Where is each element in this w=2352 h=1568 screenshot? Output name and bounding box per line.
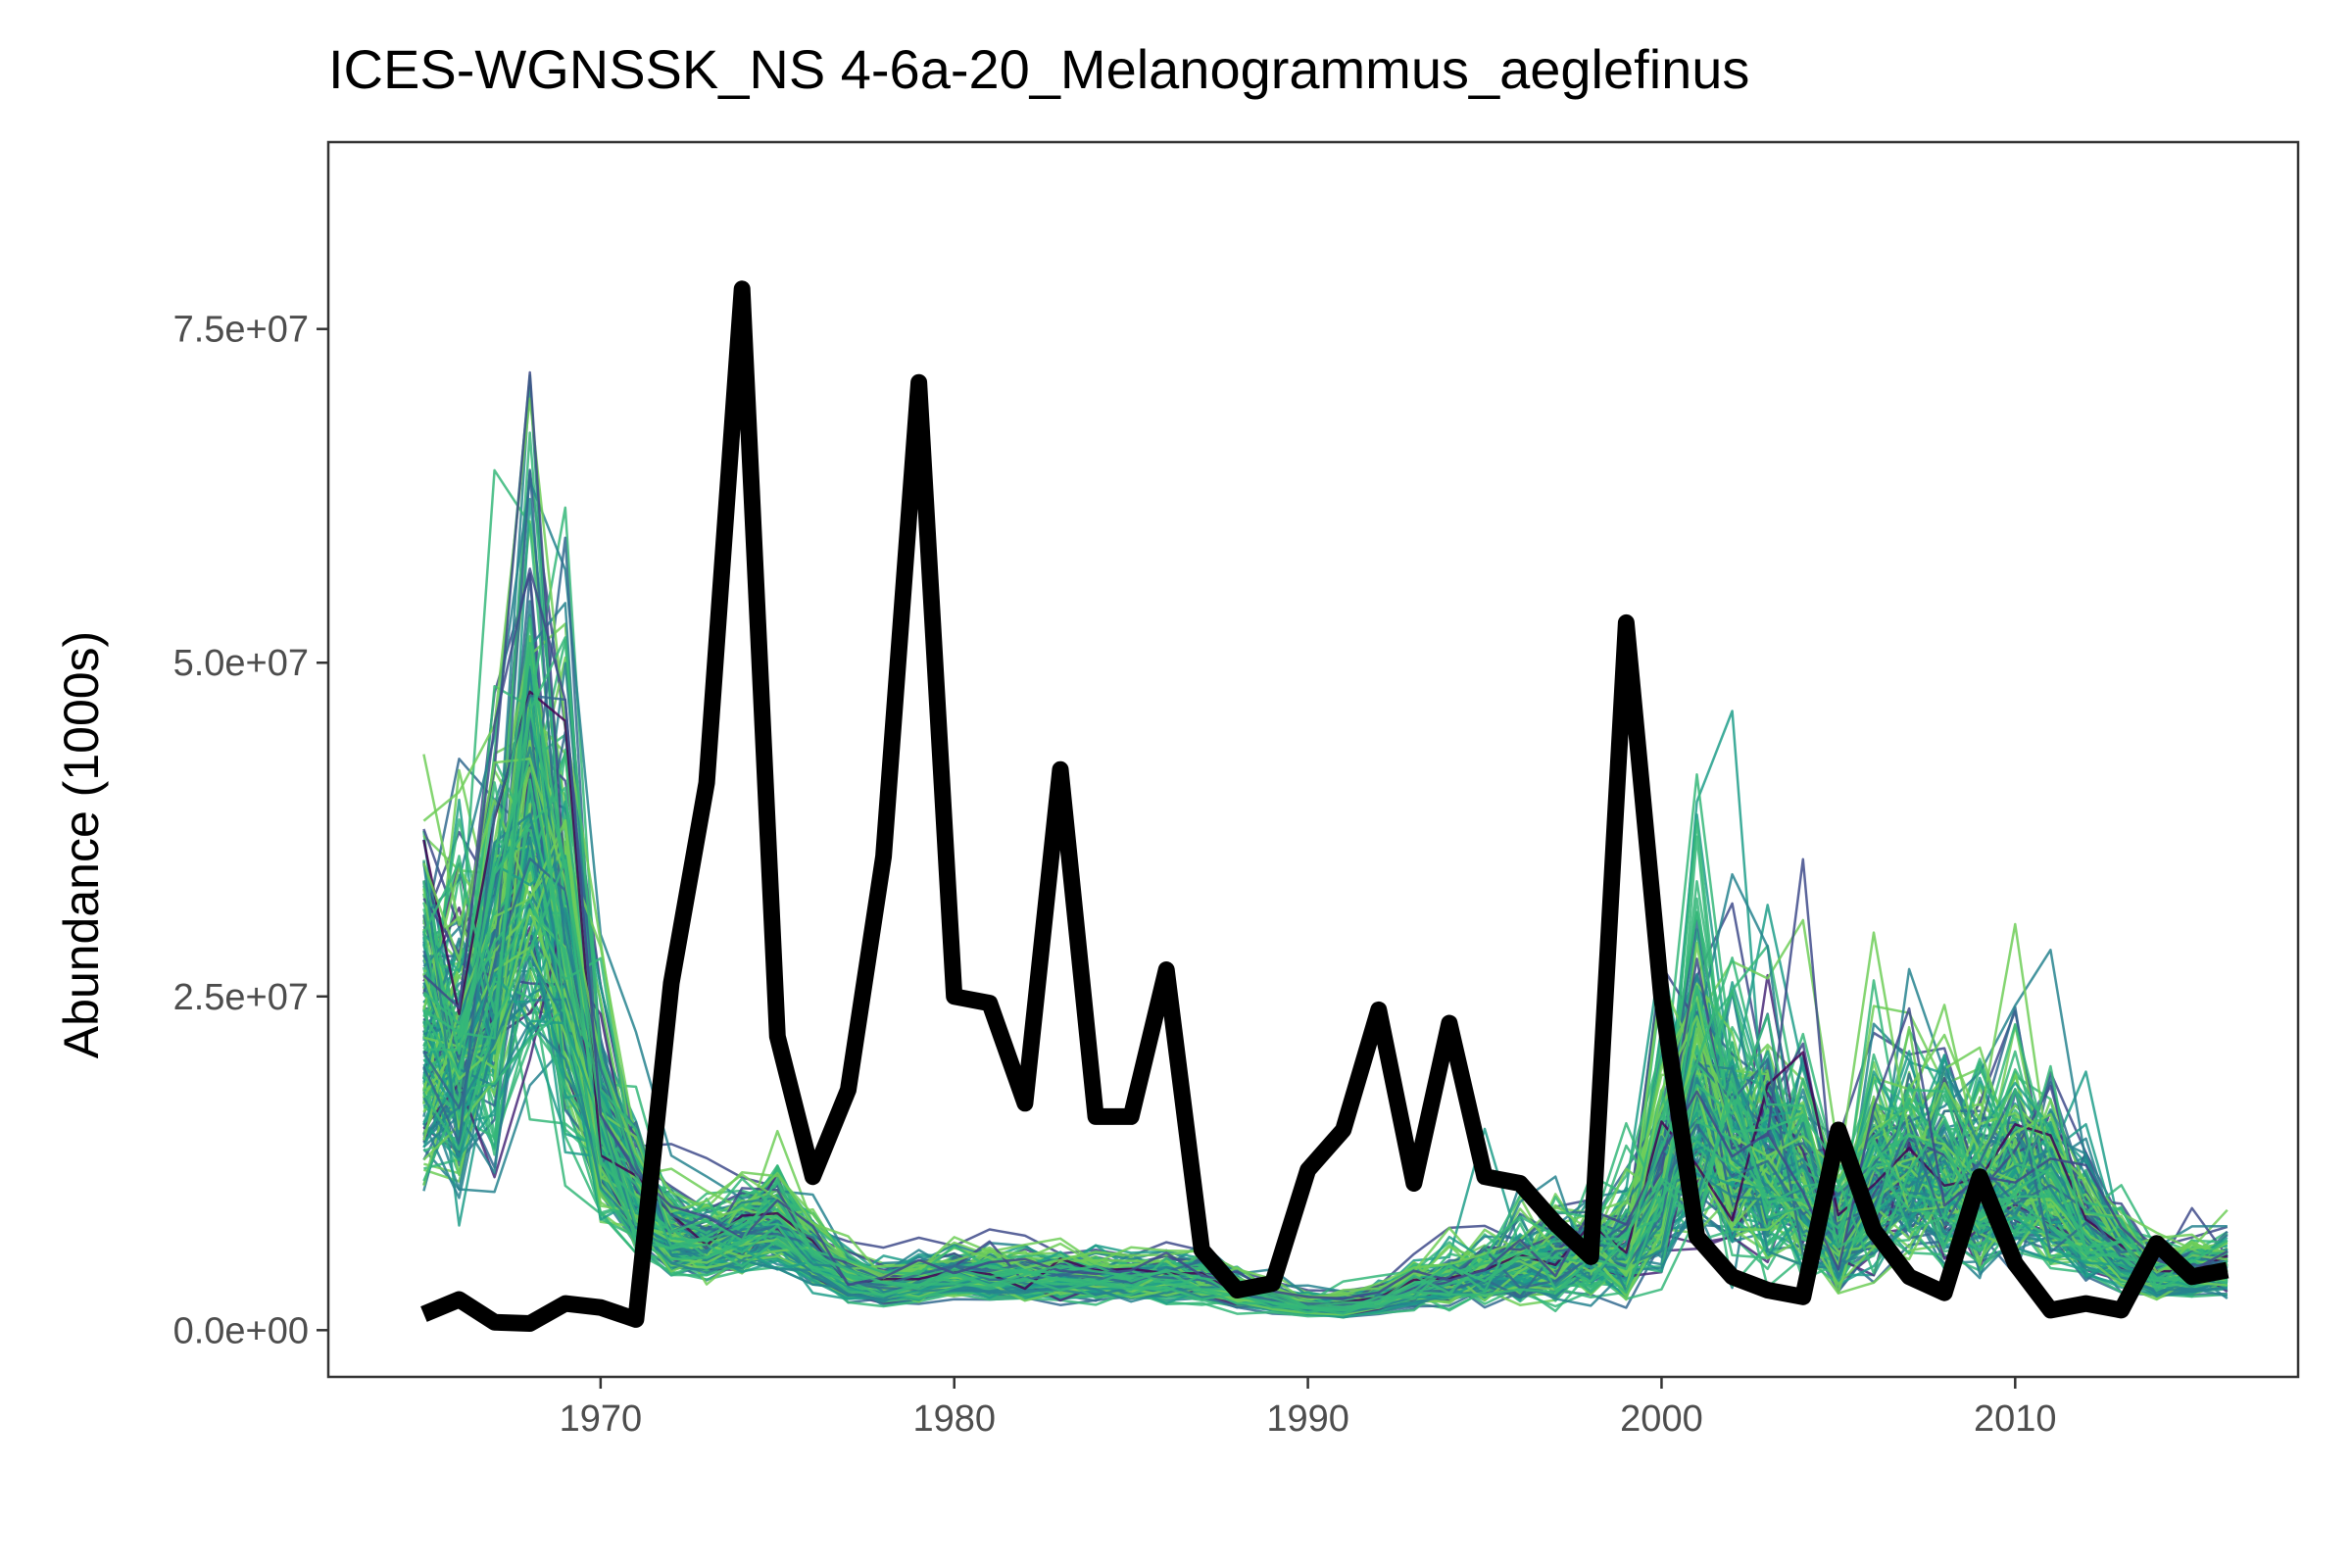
y-tick-label: 5.0e+07 [173,643,309,684]
ensemble-line [423,709,2228,1308]
x-tick-label: 2010 [1974,1398,2057,1440]
ensemble-lines [422,370,2229,1319]
y-axis-label: Abundance (1000s) [54,631,109,1058]
ensemble-line [422,641,2228,1312]
ensemble-line [422,818,2229,1305]
ensemble-line [422,567,2229,1300]
y-tick-label: 0.0e+00 [173,1310,309,1351]
x-tick-label: 1990 [1266,1398,1349,1440]
y-tick-label: 7.5e+07 [173,310,309,351]
main-series [420,280,2230,1332]
x-tick-label: 1980 [912,1398,996,1440]
plot-panel-border [326,140,2300,1379]
y-tick-label: 2.5e+07 [173,977,309,1018]
x-tick-label: 1970 [560,1398,643,1440]
ensemble-line [422,899,2229,1311]
x-tick-label: 2000 [1620,1398,1703,1440]
chart-title: ICES-WGNSSK_NS 4-6a-20_Melanogrammus_aeg… [328,38,1749,100]
y-axis: 0.0e+00 2.5e+07 5.0e+07 7.5e+07 [173,310,328,1351]
x-axis: 1970 1980 1990 2000 2010 [560,1377,2057,1440]
ensemble-line [422,858,2229,1315]
series-line-0 [420,280,2230,1332]
ensemble-line [422,656,2229,1309]
